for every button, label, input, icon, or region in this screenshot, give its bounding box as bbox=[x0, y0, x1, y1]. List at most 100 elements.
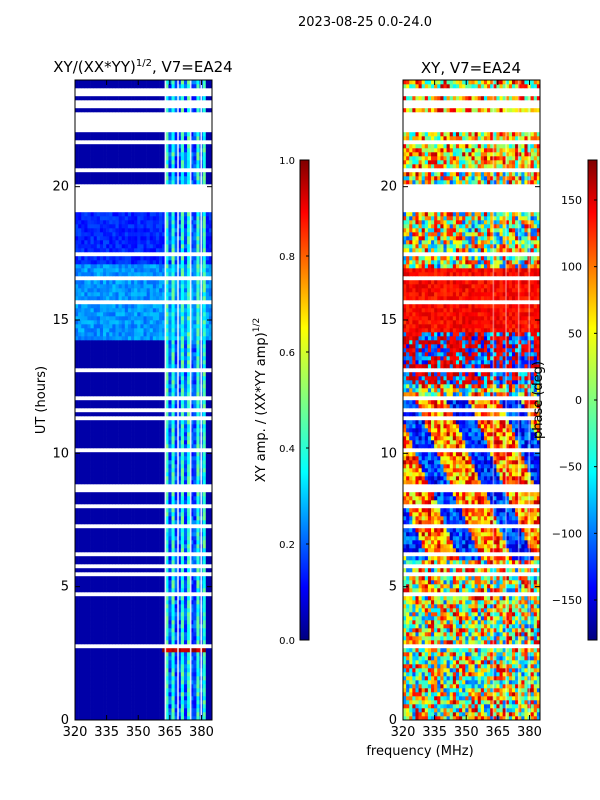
amplitude-heatmap-cell bbox=[103, 680, 107, 685]
amplitude-heatmap-cell bbox=[159, 180, 163, 185]
amplitude-flagged-row bbox=[75, 196, 212, 201]
amplitude-heatmap-cell bbox=[177, 336, 182, 341]
amplitude-heatmap-cell bbox=[112, 244, 116, 249]
amplitude-heatmap-cell bbox=[134, 268, 138, 273]
amplitude-heatmap-cell bbox=[103, 456, 107, 461]
amplitude-heatmap-cell bbox=[146, 600, 151, 605]
amplitude-heatmap-cell bbox=[174, 636, 179, 641]
amplitude-heatmap-cell bbox=[149, 516, 154, 521]
amplitude-heatmap-cell bbox=[152, 576, 157, 581]
amplitude-heatmap-cell bbox=[103, 656, 107, 661]
amplitude-heatmap-cell bbox=[127, 692, 132, 697]
amplitude-heatmap-cell bbox=[205, 312, 210, 317]
amplitude-heatmap-cell bbox=[109, 388, 113, 393]
amplitude-heatmap-cell bbox=[165, 220, 169, 225]
amplitude-heatmap-cell bbox=[127, 216, 132, 221]
amplitude-heatmap-cell bbox=[140, 232, 144, 237]
amplitude-heatmap-cell bbox=[205, 616, 210, 621]
amplitude-heatmap-cell bbox=[202, 372, 207, 377]
amplitude-heatmap-cell bbox=[171, 472, 175, 477]
amplitude-heatmap-cell bbox=[121, 336, 126, 341]
amplitude-heatmap-cell bbox=[84, 308, 88, 313]
amplitude-heatmap-cell bbox=[106, 636, 110, 641]
amplitude-heatmap-cell bbox=[124, 596, 129, 601]
amplitude-heatmap-cell bbox=[205, 468, 210, 473]
amplitude-heatmap-cell bbox=[155, 176, 160, 181]
amplitude-heatmap-cell bbox=[149, 328, 154, 333]
amplitude-heatmap-cell bbox=[115, 700, 119, 705]
amplitude-heatmap-cell bbox=[112, 472, 116, 477]
amplitude-heatmap-cell bbox=[115, 508, 119, 513]
amplitude-heatmap-cell bbox=[162, 412, 166, 417]
amplitude-heatmap-cell bbox=[183, 544, 188, 549]
amplitude-heatmap-cell bbox=[159, 176, 163, 181]
amplitude-heatmap-cell bbox=[137, 320, 141, 325]
amplitude-heatmap-cell bbox=[99, 240, 104, 245]
amplitude-heatmap-cell bbox=[106, 288, 110, 293]
amplitude-heatmap-cell bbox=[106, 380, 110, 385]
amplitude-heatmap-cell bbox=[155, 692, 160, 697]
amplitude-heatmap-cell bbox=[121, 272, 126, 277]
amplitude-heatmap-cell bbox=[137, 676, 141, 681]
amplitude-heatmap-cell bbox=[143, 584, 147, 589]
amplitude-heatmap-cell bbox=[165, 304, 169, 309]
amplitude-heatmap-cell bbox=[115, 692, 119, 697]
amplitude-heatmap-cell bbox=[208, 600, 212, 605]
amplitude-heatmap-cell bbox=[131, 548, 135, 553]
amplitude-heatmap-cell bbox=[190, 560, 194, 565]
amplitude-heatmap-cell bbox=[152, 392, 157, 397]
amplitude-heatmap-cell bbox=[87, 556, 91, 561]
amplitude-heatmap-cell bbox=[196, 176, 200, 181]
amplitude-heatmap-cell bbox=[202, 340, 207, 345]
amplitude-heatmap-cell bbox=[177, 632, 182, 637]
amplitude-heatmap-cell bbox=[84, 632, 88, 637]
amplitude-heatmap-cell bbox=[190, 344, 194, 349]
amplitude-heatmap-cell bbox=[134, 176, 138, 181]
amplitude-heatmap-cell bbox=[187, 476, 191, 481]
amplitude-heatmap-cell bbox=[149, 256, 154, 261]
amplitude-heatmap-cell bbox=[121, 652, 126, 657]
amplitude-heatmap-cell bbox=[106, 212, 110, 217]
amplitude-heatmap-cell bbox=[106, 556, 110, 561]
amplitude-heatmap-cell bbox=[152, 284, 157, 289]
amplitude-heatmap-cell bbox=[112, 288, 116, 293]
amplitude-heatmap-cell bbox=[106, 680, 110, 685]
amplitude-heatmap-cell bbox=[75, 456, 79, 461]
amplitude-heatmap-cell bbox=[87, 232, 91, 237]
amplitude-heatmap-cell bbox=[87, 508, 91, 513]
amplitude-heatmap-cell bbox=[103, 712, 107, 717]
amplitude-heatmap-cell bbox=[96, 324, 101, 329]
amplitude-heatmap-cell bbox=[190, 684, 194, 689]
amplitude-heatmap-cell bbox=[177, 260, 182, 265]
amplitude-heatmap-cell bbox=[121, 692, 126, 697]
amplitude-heatmap-cell bbox=[121, 268, 126, 273]
amplitude-heatmap-cell bbox=[131, 244, 135, 249]
amplitude-heatmap-cell bbox=[159, 676, 163, 681]
amplitude-heatmap-cell bbox=[112, 460, 116, 465]
amplitude-heatmap-cell bbox=[109, 176, 113, 181]
amplitude-heatmap-cell bbox=[143, 500, 147, 505]
amplitude-heatmap-cell bbox=[205, 632, 210, 637]
amplitude-heatmap-cell bbox=[99, 512, 104, 517]
amplitude-heatmap-cell bbox=[96, 548, 101, 553]
amplitude-heatmap-cell bbox=[103, 176, 107, 181]
amplitude-heatmap-cell bbox=[152, 608, 157, 613]
amplitude-heatmap-cell bbox=[124, 440, 129, 445]
amplitude-heatmap-cell bbox=[103, 236, 107, 241]
amplitude-heatmap-cell bbox=[99, 460, 104, 465]
amplitude-heatmap-cell bbox=[140, 296, 144, 301]
amplitude-heatmap-cell bbox=[174, 420, 179, 425]
amplitude-heatmap-cell bbox=[131, 632, 135, 637]
amplitude-heatmap-cell bbox=[109, 616, 113, 621]
amplitude-heatmap-cell bbox=[121, 716, 126, 720]
amplitude-heatmap-cell bbox=[112, 384, 116, 389]
amplitude-heatmap-cell bbox=[78, 464, 82, 469]
amplitude-heatmap-cell bbox=[140, 388, 144, 393]
amplitude-heatmap-cell bbox=[78, 600, 82, 605]
amplitude-heatmap-cell bbox=[187, 560, 191, 565]
amplitude-heatmap-cell bbox=[174, 228, 179, 233]
amplitude-heatmap-cell bbox=[87, 580, 91, 585]
amplitude-heatmap-cell bbox=[90, 244, 94, 249]
amplitude-heatmap-cell bbox=[202, 260, 207, 265]
amplitude-heatmap-cell bbox=[109, 256, 113, 261]
